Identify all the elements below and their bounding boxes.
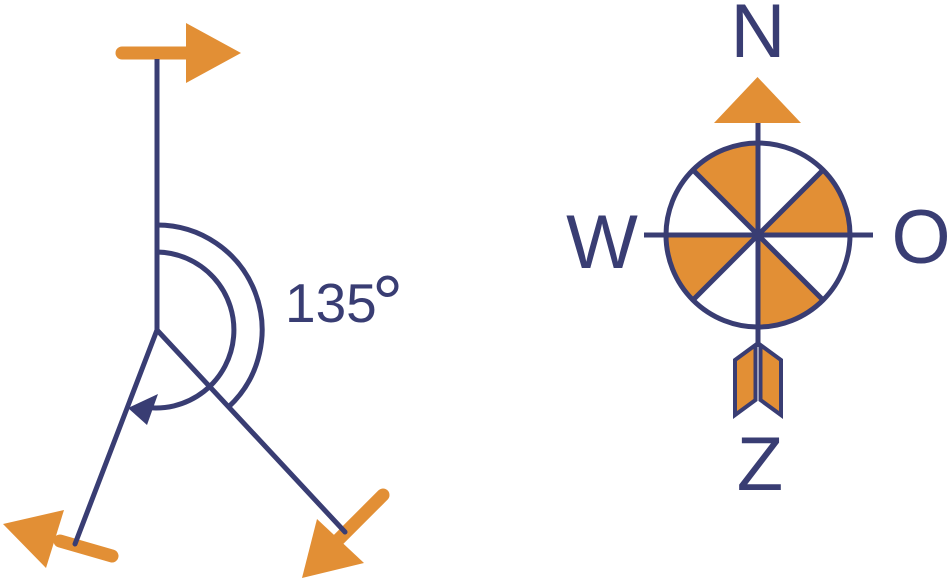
compass-diagonal-nw-se <box>691 168 825 302</box>
degree-symbol: ° <box>372 259 403 347</box>
compass-tail-feather-left <box>733 341 758 419</box>
angle-rotation-diagram: 135 ° <box>3 23 403 578</box>
arrow-head-icon <box>302 519 364 578</box>
arrow-shaft <box>53 534 119 563</box>
angle-arc <box>156 222 265 409</box>
compass-sector-sw-w <box>666 235 758 301</box>
compass-label-east: O <box>891 195 950 280</box>
compass-rose: N W O Z <box>566 0 950 507</box>
compass-sector-nw-n <box>692 143 758 235</box>
vane-arrow-top-east <box>115 23 241 83</box>
compass-tail-feather-right <box>758 341 783 419</box>
vane-arrow-bottom-right <box>302 488 390 578</box>
direction-line-ssw <box>72 327 160 547</box>
direction-line-se <box>154 327 348 535</box>
rotation-arc <box>143 249 237 411</box>
compass-label-south: Z <box>737 422 783 507</box>
compass-circle <box>663 140 853 330</box>
angle-label: 135 <box>285 272 377 334</box>
arrow-shaft <box>329 488 390 549</box>
arrow-head-icon <box>3 510 64 568</box>
rotation-arrow-head-icon <box>128 394 158 425</box>
compass-sector-ne-e <box>758 169 850 235</box>
compass-label-north: N <box>731 0 786 74</box>
vane-arrow-bottom-left <box>3 510 119 568</box>
compass-north-arrowhead-icon <box>714 77 801 123</box>
compass-sector-se-s <box>758 235 824 327</box>
compass-label-west: W <box>566 200 638 285</box>
arrow-head-icon <box>186 23 241 83</box>
